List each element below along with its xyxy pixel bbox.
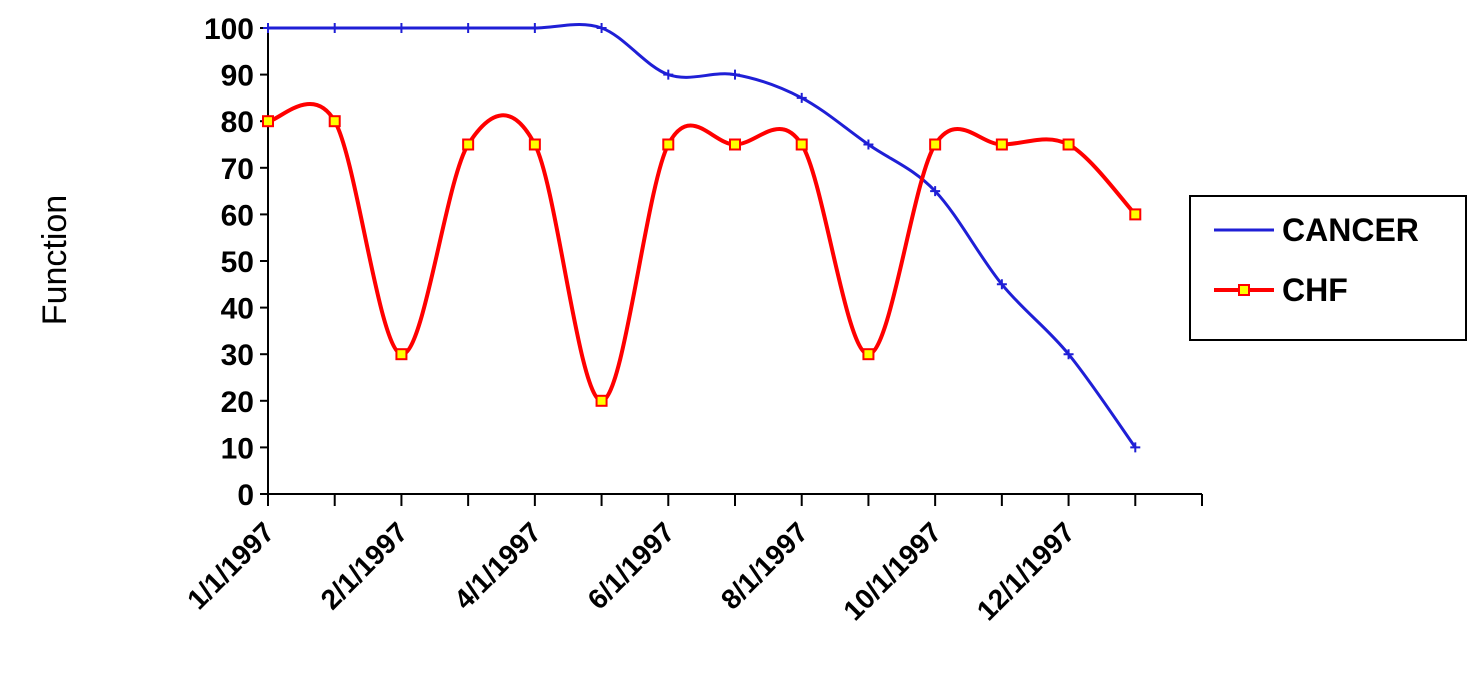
data-point xyxy=(929,138,942,151)
series-cancer xyxy=(263,23,1141,453)
y-tick-label: 20 xyxy=(221,386,254,419)
data-point xyxy=(328,115,341,128)
x-tick-label: 2/1/1997 xyxy=(315,516,414,615)
data-point xyxy=(463,23,474,33)
x-tick-labels: 1/1/1997 2/1/1997 4/1/1997 6/1/1997 8/1/1997… xyxy=(181,494,1203,626)
y-tick-label: 30 xyxy=(221,339,254,372)
y-tick-label: 0 xyxy=(237,479,254,512)
data-point xyxy=(863,139,874,150)
data-point xyxy=(930,186,941,197)
y-tick-label: 70 xyxy=(221,153,254,186)
y-tick-label: 90 xyxy=(221,60,254,93)
data-point xyxy=(329,23,340,33)
series-lines xyxy=(262,23,1142,453)
data-point xyxy=(729,138,741,151)
y-tick-label: 50 xyxy=(221,246,254,279)
data-point xyxy=(1062,138,1075,151)
data-point xyxy=(796,92,807,103)
axes xyxy=(267,28,1202,495)
data-point xyxy=(730,69,740,80)
data-point xyxy=(529,23,540,33)
data-point xyxy=(1063,349,1074,360)
legend: CANCER CHF xyxy=(1189,195,1467,341)
series-line-cancer xyxy=(268,23,1137,449)
data-point xyxy=(795,138,808,151)
data-point xyxy=(995,138,1008,151)
data-point xyxy=(1130,442,1141,453)
data-point xyxy=(862,348,875,361)
data-point xyxy=(395,348,408,361)
y-tick-label: 80 xyxy=(221,106,254,139)
y-axis-label: Function xyxy=(36,195,74,325)
data-point xyxy=(528,138,541,151)
data-point xyxy=(396,23,407,33)
data-point xyxy=(462,138,475,151)
data-point xyxy=(663,69,674,80)
x-tick-label: 4/1/1997 xyxy=(448,516,547,615)
data-point xyxy=(262,115,274,128)
y-tick-label: 100 xyxy=(204,13,254,46)
legend-label: CHF xyxy=(1282,272,1348,308)
y-tick-label: 40 xyxy=(221,293,254,326)
legend-box xyxy=(1189,195,1467,341)
x-tick-label: 8/1/1997 xyxy=(715,516,814,615)
x-tick-label: 1/1/1997 xyxy=(181,516,280,615)
x-tick-label: 6/1/1997 xyxy=(582,516,681,615)
data-point xyxy=(662,138,675,151)
y-tick-label: 10 xyxy=(221,432,254,465)
series-chf xyxy=(262,102,1142,407)
data-point xyxy=(596,23,607,33)
data-point xyxy=(1129,208,1142,221)
data-point xyxy=(996,279,1007,290)
y-tick-label: 60 xyxy=(221,199,254,232)
data-point xyxy=(263,23,273,33)
legend-label: CANCER xyxy=(1282,212,1419,248)
legend-marker xyxy=(1238,284,1250,296)
data-point xyxy=(595,394,608,407)
y-tick-labels: 0 10 20 30 40 50 60 70 80 90 100 xyxy=(204,13,268,512)
x-tick-label: 10/1/1997 xyxy=(837,516,947,626)
x-tick-label: 12/1/1997 xyxy=(971,516,1081,626)
